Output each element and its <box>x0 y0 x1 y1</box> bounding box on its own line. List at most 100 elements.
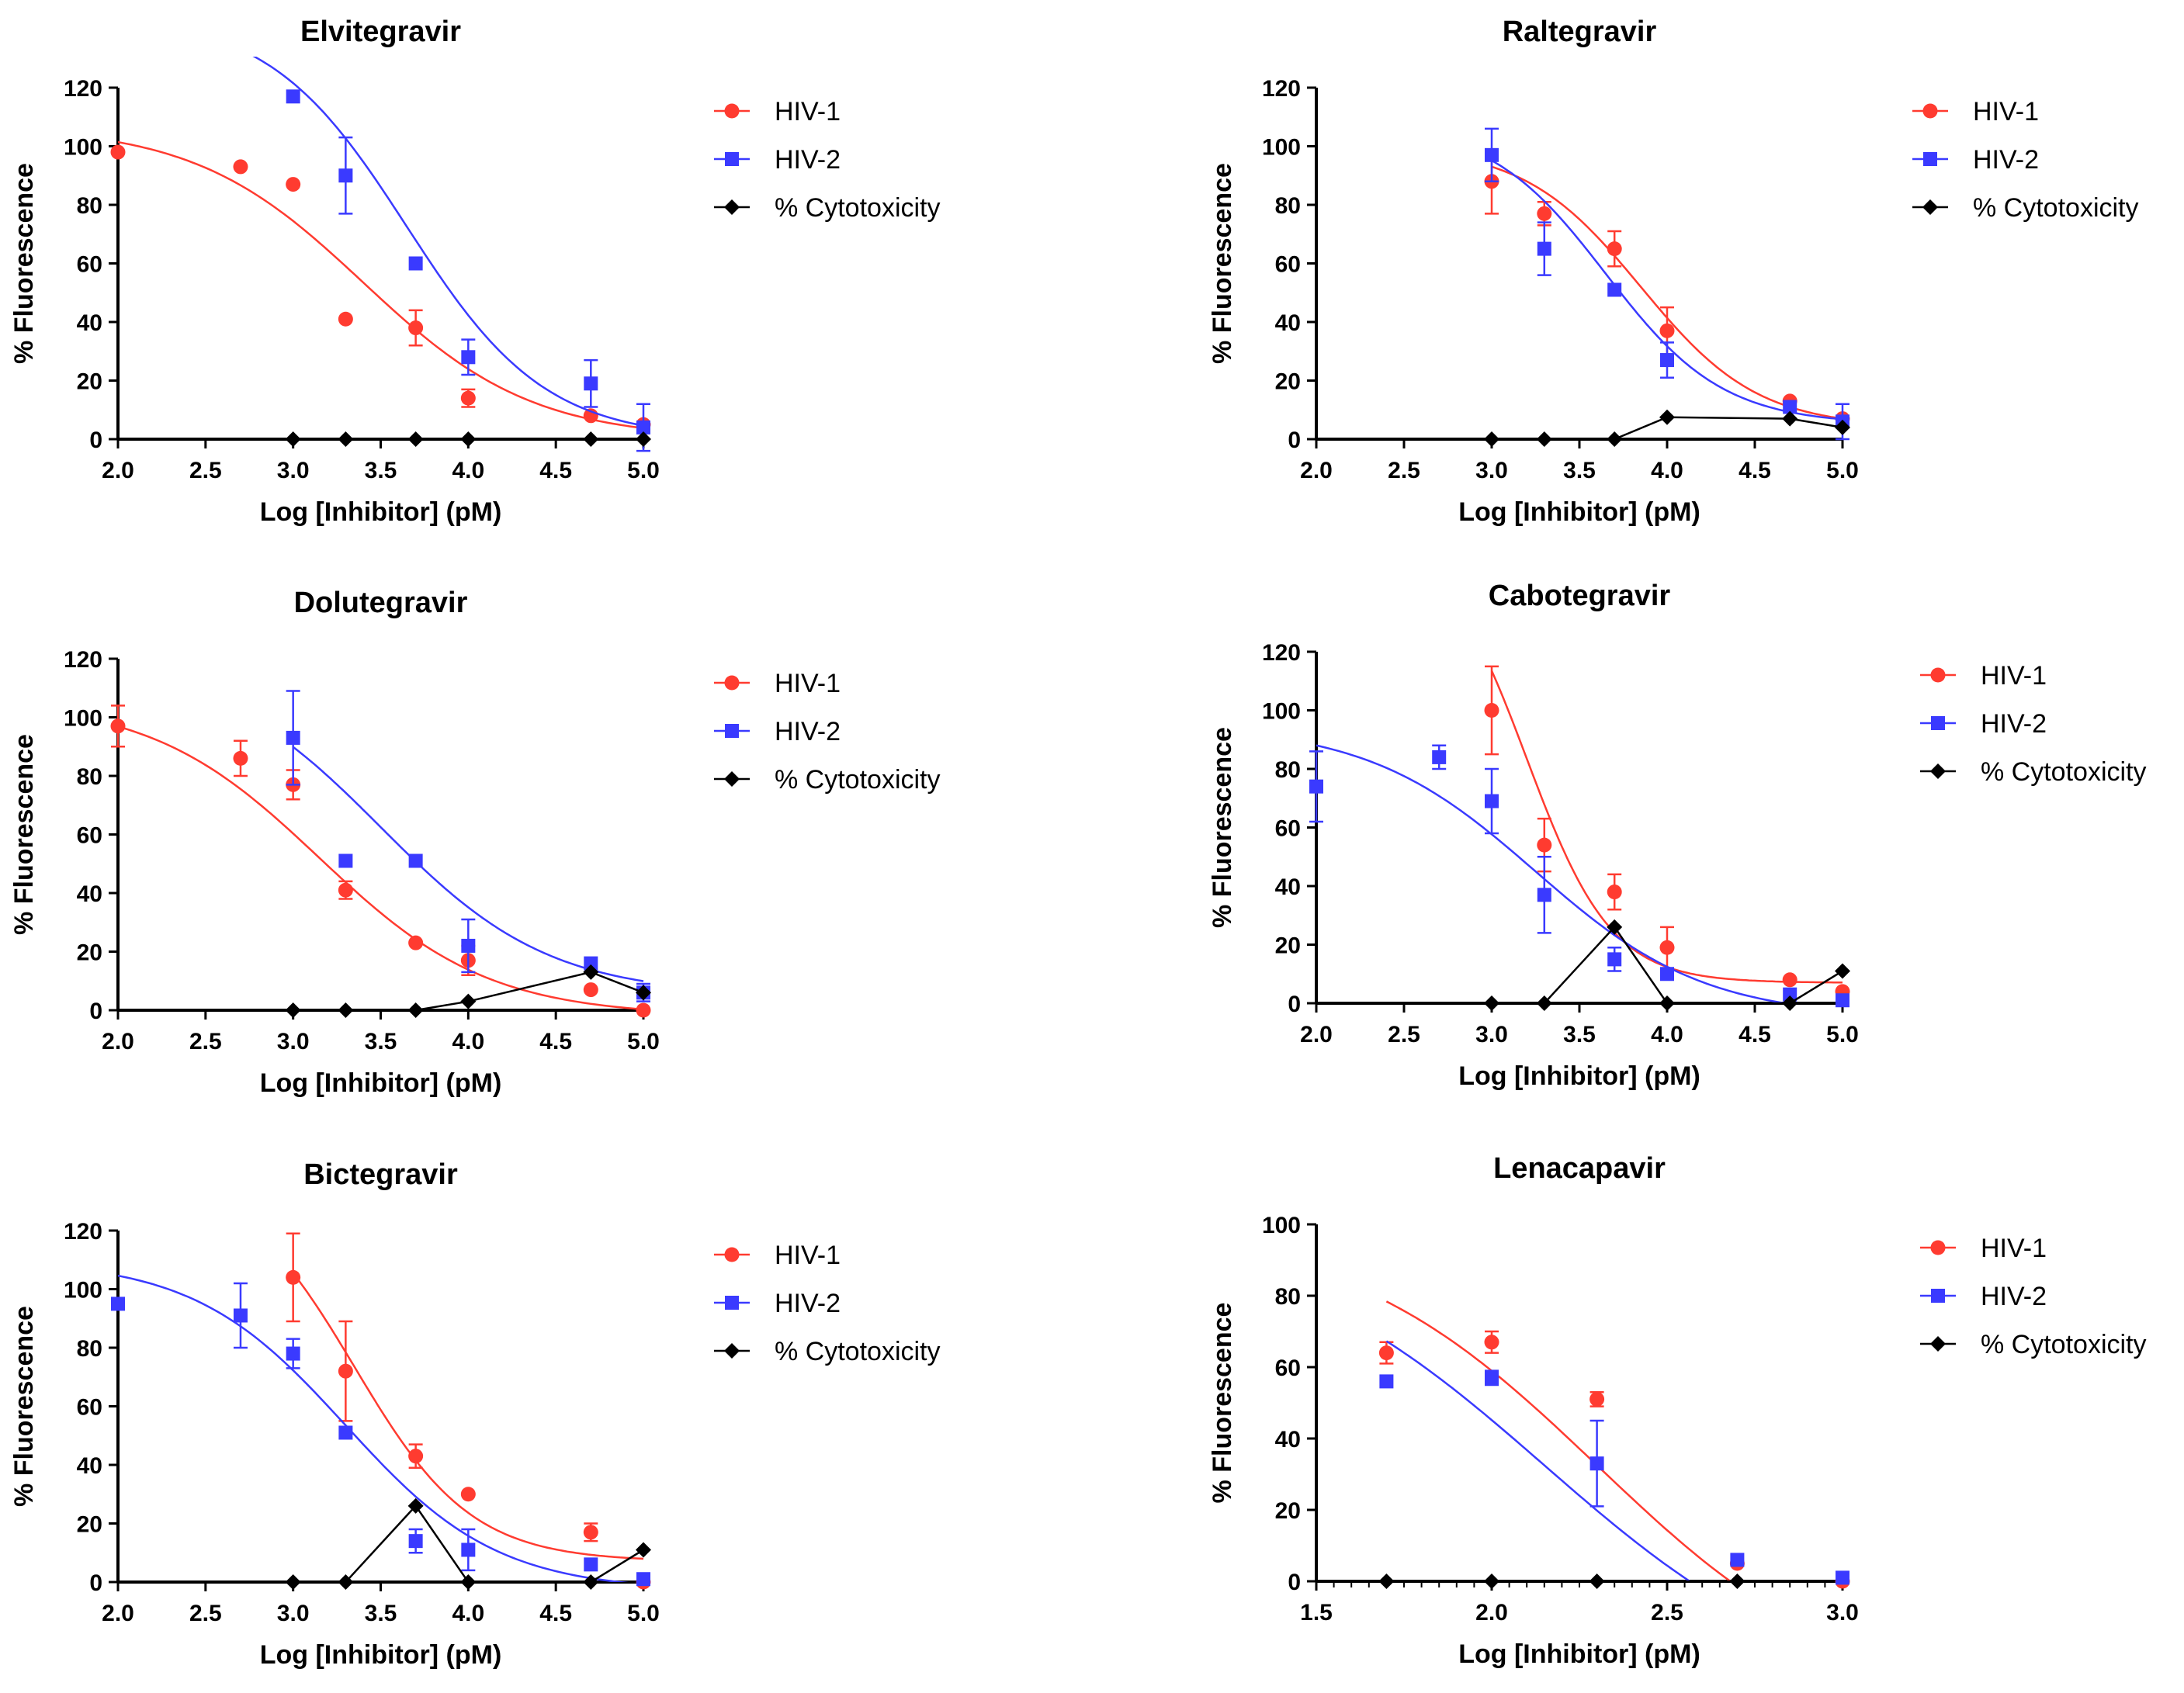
legend-marker <box>1930 667 1946 683</box>
x-tick-label: 3.5 <box>1563 458 1596 483</box>
x-tick-label: 2.5 <box>1651 1600 1683 1625</box>
data-point <box>461 1542 476 1557</box>
fit-curve <box>292 1272 644 1560</box>
data-point <box>1659 323 1675 338</box>
data-point <box>460 1487 476 1502</box>
y-tick-label: 80 <box>1275 193 1301 219</box>
series-line <box>1492 416 1843 441</box>
fit-curve <box>1491 159 1843 421</box>
chart-title: Elvitegravir <box>300 16 461 48</box>
y-tick-label: 60 <box>77 252 102 278</box>
y-tick-label: 120 <box>64 76 102 102</box>
series--cytotoxicity <box>1378 1574 1745 1589</box>
data-point <box>408 853 423 868</box>
y-tick-label: 40 <box>77 310 102 336</box>
data-point <box>1729 1574 1745 1589</box>
data-point <box>1835 419 1850 435</box>
y-tick-label: 0 <box>89 999 102 1024</box>
series--cytotoxicity <box>285 431 651 447</box>
data-point <box>338 311 353 327</box>
x-tick-label: 3.5 <box>1563 1022 1596 1047</box>
data-point <box>1536 431 1552 447</box>
x-tick-label: 5.0 <box>1826 458 1859 483</box>
x-tick-label: 2.5 <box>189 1029 222 1054</box>
data-point <box>460 431 477 447</box>
x-tick-label: 3.0 <box>277 1029 310 1054</box>
y-axis-label: % Fluorescence <box>9 1306 39 1507</box>
x-axis-label: Log [Inhibitor] (pM) <box>260 1068 502 1098</box>
data-point <box>233 159 248 175</box>
y-tick-label: 0 <box>89 428 102 453</box>
legend-marker <box>724 103 740 119</box>
data-point <box>286 730 300 745</box>
data-point <box>408 256 423 271</box>
data-point <box>407 431 424 447</box>
legend-label: HIV-2 <box>775 1289 841 1318</box>
data-point <box>1537 888 1551 902</box>
x-tick-label: 3.0 <box>277 1601 310 1626</box>
data-point <box>636 431 651 447</box>
y-tick-label: 40 <box>1275 310 1301 336</box>
x-tick-label: 2.0 <box>1300 458 1333 483</box>
legend-label: HIV-2 <box>1973 145 2039 175</box>
data-point <box>583 964 599 980</box>
y-tick-label: 0 <box>1288 1570 1301 1595</box>
y-axis-label: % Fluorescence <box>9 734 39 935</box>
data-point <box>408 1449 424 1464</box>
x-tick-label: 4.0 <box>452 458 484 483</box>
data-point <box>338 168 353 183</box>
chart-panel-2: Raltegravir 0 20 40 60 80 100 120 2.0 2.5 3.0 3.5 4.… <box>1208 16 2139 527</box>
chart-title: Bictegravir <box>303 1158 458 1191</box>
legend-marker <box>1931 716 1945 730</box>
series-hiv-2 <box>111 1274 650 1587</box>
legend-label: HIV-2 <box>1981 1282 2047 1311</box>
data-point <box>1485 147 1499 162</box>
data-point <box>1659 940 1675 955</box>
legend-marker <box>1922 103 1938 119</box>
y-tick-label: 60 <box>1275 252 1301 278</box>
y-tick-label: 40 <box>1275 874 1301 900</box>
legend-marker <box>724 771 740 787</box>
y-tick-label: 120 <box>1262 640 1301 666</box>
data-point <box>1484 703 1499 718</box>
legend-marker <box>1930 763 1946 779</box>
series-hiv-2 <box>1485 127 1849 441</box>
legend-marker <box>724 199 740 215</box>
chart-title: Cabotegravir <box>1489 580 1671 612</box>
y-tick-label: 40 <box>1275 1427 1301 1452</box>
x-axis-label: Log [Inhibitor] (pM) <box>1458 497 1700 527</box>
fit-curve <box>118 1274 629 1582</box>
data-point <box>1484 431 1499 447</box>
data-point <box>408 935 424 950</box>
chart-panel-1: Elvitegravir 0 20 40 60 80 100 120 2.0 2.5 3.0 3.5 4… <box>9 16 941 527</box>
x-tick-label: 5.0 <box>627 1601 660 1626</box>
x-tick-label: 2.0 <box>102 458 134 483</box>
fit-curve <box>1316 744 1791 1003</box>
y-tick-label: 40 <box>77 1453 102 1479</box>
x-tick-label: 2.0 <box>102 1601 134 1626</box>
x-tick-label: 3.0 <box>1475 458 1508 483</box>
data-point <box>583 431 599 447</box>
y-tick-label: 60 <box>77 823 102 849</box>
y-tick-label: 0 <box>89 1570 102 1596</box>
series--cytotoxicity <box>285 1497 651 1590</box>
data-point <box>338 853 353 868</box>
x-tick-label: 3.0 <box>277 458 310 483</box>
data-point <box>1589 1391 1605 1407</box>
data-point <box>1589 1456 1604 1471</box>
data-point <box>338 882 353 898</box>
series-hiv-2 <box>1309 744 1849 1008</box>
x-tick-label: 5.0 <box>627 1029 660 1054</box>
legend-marker <box>725 724 739 738</box>
legend-label: % Cytotoxicity <box>1981 1330 2147 1359</box>
data-point <box>286 177 301 192</box>
data-point <box>1607 431 1623 447</box>
x-axis-label: Log [Inhibitor] (pM) <box>1458 1639 1700 1669</box>
legend: HIV-1 HIV-2 % Cytotoxicity <box>714 1241 941 1366</box>
data-point <box>584 956 598 971</box>
chart-title: Raltegravir <box>1503 16 1657 48</box>
data-point <box>636 985 651 1001</box>
data-point <box>285 431 301 447</box>
y-axis-label: % Fluorescence <box>1208 727 1237 928</box>
x-tick-label: 2.0 <box>102 1029 134 1054</box>
